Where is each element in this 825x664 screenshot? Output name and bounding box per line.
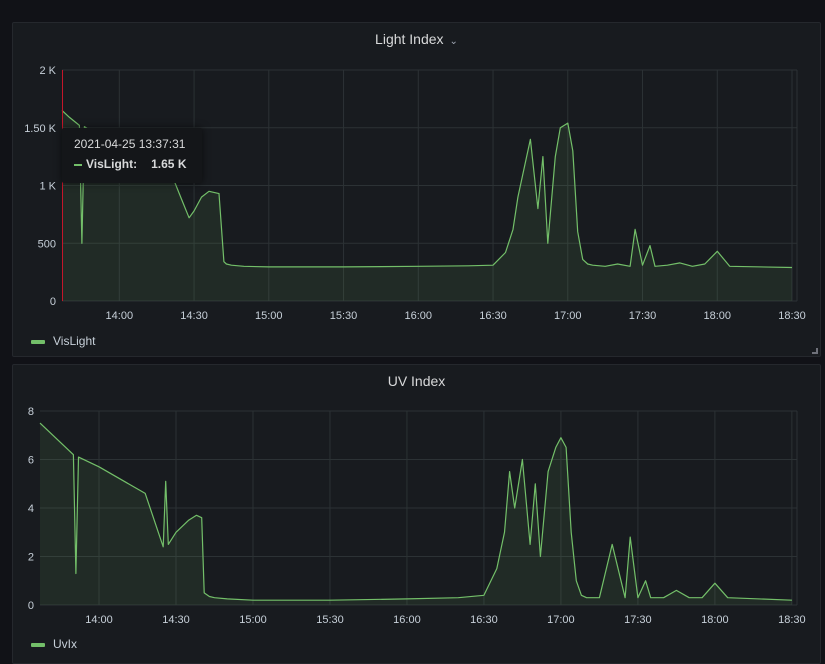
legend-label: VisLight bbox=[53, 334, 96, 348]
y-tick-label: 1 K bbox=[39, 181, 56, 193]
x-tick-label: 16:30 bbox=[479, 310, 507, 322]
legend-item-vislight[interactable]: VisLight bbox=[31, 334, 95, 348]
x-tick-label: 17:30 bbox=[624, 614, 652, 626]
x-tick-label: 14:00 bbox=[106, 310, 134, 322]
x-tick-label: 15:30 bbox=[316, 614, 344, 626]
y-tick-label: 0 bbox=[50, 296, 56, 308]
panel-title-text: UV Index bbox=[387, 373, 446, 389]
tooltip-time: 2021-04-25 13:37:31 bbox=[74, 137, 186, 151]
light-index-panel: Light Index ⌄ 0 500 1 K 1.50 K 2 K 14:00 14:30 1… bbox=[12, 22, 821, 357]
uv-index-panel: UV Index 0 2 4 6 8 14:00 14:30 15:00 15:30 16:00 1… bbox=[12, 364, 821, 664]
series-area-VisLight bbox=[62, 110, 792, 302]
tooltip-series-swatch bbox=[74, 163, 82, 166]
x-tick-label: 18:00 bbox=[704, 310, 732, 322]
y-tick-label: 1.50 K bbox=[24, 123, 56, 135]
tooltip-series-row: VisLight: 1.65 K bbox=[74, 157, 186, 171]
x-tick-label: 18:30 bbox=[778, 614, 806, 626]
x-tick-label: 17:00 bbox=[547, 614, 575, 626]
y-tick-label: 2 K bbox=[39, 65, 56, 77]
x-tick-label: 14:00 bbox=[85, 614, 113, 626]
panel-title-text: Light Index bbox=[375, 31, 444, 47]
y-tick-label: 0 bbox=[28, 600, 34, 612]
top-bar bbox=[0, 0, 825, 22]
x-tick-label: 16:30 bbox=[470, 614, 498, 626]
series-line-VisLight bbox=[61, 109, 793, 269]
y-tick-label: 4 bbox=[28, 503, 34, 515]
series-area-UvIx bbox=[40, 423, 792, 605]
legend-label: UvIx bbox=[53, 637, 77, 651]
series-line-UvIx bbox=[39, 422, 792, 601]
uv-index-chart[interactable]: 0 2 4 6 8 14:00 14:30 15:00 15:30 16:00 16:30 17:00… bbox=[13, 365, 822, 635]
x-tick-label: 14:30 bbox=[162, 614, 190, 626]
x-tick-label: 15:00 bbox=[255, 310, 283, 322]
x-tick-label: 15:30 bbox=[330, 310, 358, 322]
x-tick-label: 18:30 bbox=[778, 310, 806, 322]
x-tick-label: 15:00 bbox=[239, 614, 267, 626]
x-tick-label: 16:00 bbox=[405, 310, 433, 322]
light-index-chart[interactable]: 0 500 1 K 1.50 K 2 K 14:00 14:30 15:00 15:30 16:0… bbox=[13, 23, 822, 333]
y-tick-label: 8 bbox=[28, 406, 34, 418]
panel-title-uv[interactable]: UV Index bbox=[13, 373, 820, 389]
y-tick-label: 500 bbox=[38, 238, 56, 250]
y-tick-label: 2 bbox=[28, 552, 34, 564]
y-tick-label: 6 bbox=[28, 455, 34, 467]
x-tick-label: 17:00 bbox=[554, 310, 582, 322]
x-tick-label: 17:30 bbox=[629, 310, 657, 322]
graph-tooltip: 2021-04-25 13:37:31 VisLight: 1.65 K bbox=[62, 128, 202, 183]
legend-item-uvix[interactable]: UvIx bbox=[31, 637, 77, 651]
x-tick-label: 14:30 bbox=[180, 310, 208, 322]
chevron-down-icon[interactable]: ⌄ bbox=[449, 36, 458, 47]
tooltip-value: 1.65 K bbox=[151, 157, 187, 171]
panel-title-light[interactable]: Light Index ⌄ bbox=[13, 31, 820, 47]
legend-swatch bbox=[31, 339, 45, 344]
resize-handle[interactable] bbox=[812, 348, 818, 354]
legend-swatch bbox=[31, 642, 45, 647]
x-tick-label: 18:00 bbox=[701, 614, 729, 626]
tooltip-series-name: VisLight: bbox=[86, 157, 138, 171]
x-tick-label: 16:00 bbox=[393, 614, 421, 626]
